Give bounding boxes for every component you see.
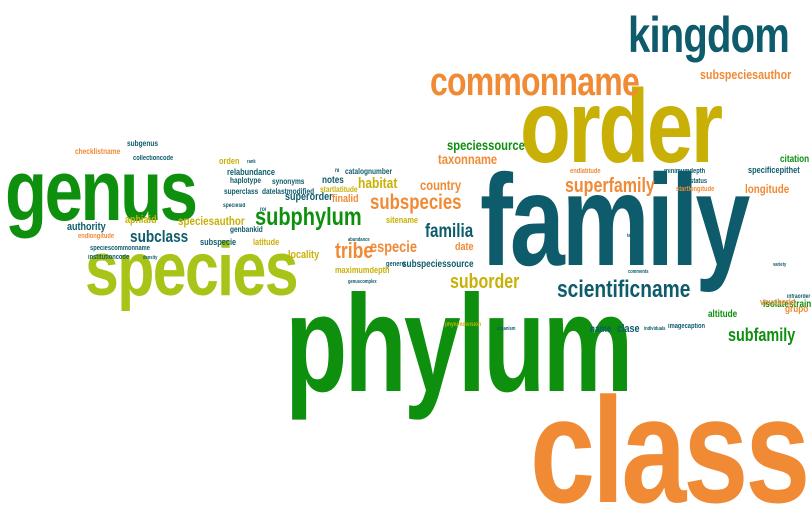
word-commonname: commonname xyxy=(430,60,640,104)
word-relabundance: relabundance xyxy=(227,167,275,177)
word-longitude: longitude xyxy=(745,182,790,196)
word-specificepithet: specificepithet xyxy=(748,165,800,175)
word-scientificname: scientificname xyxy=(557,276,691,303)
word-authority: authority xyxy=(67,221,106,233)
word-suborder: suborder xyxy=(450,271,520,293)
word-latitude: latitude xyxy=(253,237,280,247)
word-institutioncode: institutioncode xyxy=(88,254,130,261)
word-startlongitude: startlongitude xyxy=(676,186,715,193)
word-kingdom: kingdom xyxy=(628,7,790,63)
word-genero: genero xyxy=(386,261,406,268)
word-density: density xyxy=(143,255,158,261)
word-taxonname: taxonname xyxy=(438,151,498,167)
word-imagecaption: imagecaption xyxy=(668,323,706,330)
word-class: class xyxy=(530,366,810,518)
word-citation: citation xyxy=(780,154,810,165)
word-phylumdivision: phylumdivision xyxy=(445,322,482,328)
word-catalognumber: catalognumber xyxy=(345,167,393,176)
word-name: name xyxy=(590,324,612,335)
word-endlatitude: endlatitude xyxy=(570,168,601,175)
word-grupo: grupo xyxy=(785,304,809,315)
word-subclass: subclass xyxy=(130,227,189,246)
word-subspecies: subspecies xyxy=(370,191,462,214)
word-speciessource: speciessource xyxy=(447,137,525,153)
word-collectioncode: collectioncode xyxy=(133,155,174,162)
word-tribe: tribe xyxy=(335,238,374,263)
word-date: date xyxy=(455,241,474,253)
word-subspeciessource: subspeciessource xyxy=(402,259,474,270)
word-speciescommonname: speciescommonname xyxy=(90,245,150,252)
word-genuscomplex: genuscomplex xyxy=(348,279,377,285)
word-abundance: abundance xyxy=(348,237,370,243)
word-orden: orden xyxy=(219,156,240,166)
word-subspeciesauthor: subspeciesauthor xyxy=(700,67,792,82)
word-phylum: phylum xyxy=(285,267,633,421)
word-especie: especie xyxy=(370,239,417,256)
word-superclass: superclass xyxy=(224,187,259,196)
word-genus: genus xyxy=(5,143,198,239)
word-speciesauthor: speciesauthor xyxy=(178,214,245,228)
word-order: order xyxy=(520,69,723,185)
word-rank: rank xyxy=(247,159,256,165)
word-isolatestrain: isolatestrain xyxy=(763,299,812,310)
word-aphiaid: aphiaid xyxy=(125,214,157,226)
word-species: species xyxy=(85,227,299,312)
word-superfamily: superfamily xyxy=(565,175,655,197)
word-habitat: habitat xyxy=(358,175,398,192)
word-locality: locality xyxy=(288,249,320,261)
word-voucherid: voucherid xyxy=(760,297,796,307)
word-subspecie: subspecie xyxy=(200,237,237,247)
word-altitude: altitude xyxy=(708,309,738,320)
word-superorder: superorder xyxy=(285,191,333,203)
word-haplotype: haplotype xyxy=(230,176,261,185)
word-genbankid: genbankid xyxy=(230,225,263,234)
word-roi: roi xyxy=(260,207,267,213)
word-familia: familia xyxy=(425,221,474,242)
word-notes: notes xyxy=(322,175,344,186)
word-subphylum: subphylum xyxy=(255,203,362,231)
word-startlatitude: startlatitude xyxy=(320,185,358,194)
word-datelastmodified: datelastmodified xyxy=(262,187,315,196)
word-maximumdepth: maximumdepth xyxy=(335,265,390,275)
word-infraorder: infraorder xyxy=(787,294,811,300)
word-clase: clase xyxy=(617,323,640,335)
word-tax: tax xyxy=(627,233,633,239)
word-checklistname: checklistname xyxy=(75,147,121,156)
word-sitename: sitename xyxy=(386,215,419,225)
word-ni: ni xyxy=(335,168,340,174)
word-synonyms: synonyms xyxy=(272,177,305,186)
word-comments: comments xyxy=(628,269,649,275)
word-country: country xyxy=(420,177,462,193)
word-organism: organism xyxy=(497,326,516,332)
word-subgenus: subgenus xyxy=(127,139,158,148)
word-speciesid: speciesid xyxy=(223,203,246,209)
word-irishstatus: irishstatus xyxy=(678,178,708,185)
word-variety: variety xyxy=(773,262,787,268)
word-family: family xyxy=(480,147,750,293)
word-minimumdepth: minimumdepth xyxy=(664,168,706,175)
word-individuals: individuals xyxy=(644,326,666,332)
word-finalid: finalid xyxy=(332,193,359,205)
word-endlongitude: endlongitude xyxy=(78,233,115,240)
word-subfamily: subfamily xyxy=(728,325,796,345)
